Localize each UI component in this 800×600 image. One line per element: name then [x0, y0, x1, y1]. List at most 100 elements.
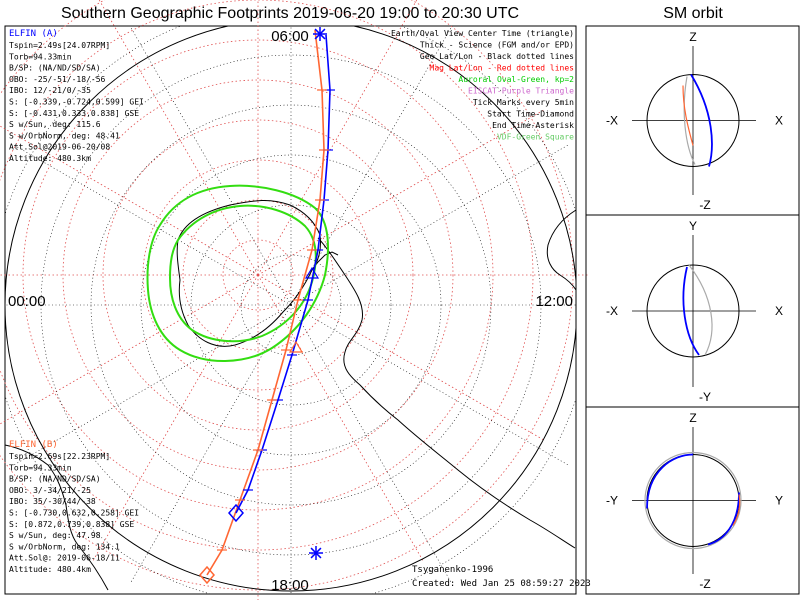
geo-lon-line — [290, 144, 569, 306]
mag-lon-line — [257, 109, 544, 276]
axis-label-right: X — [775, 304, 783, 318]
axis-label-left: -X — [606, 114, 618, 128]
axis-label-left: -X — [606, 304, 618, 318]
axis-label-right: X — [775, 114, 783, 128]
elfin-b-view-triangle — [288, 340, 304, 353]
auroral-oval-inner — [168, 204, 317, 343]
legend-entry: End Time-Asterisk — [492, 121, 574, 130]
mag-lat-circle — [222, 239, 294, 311]
spacecraft-info-line: Altitude: 480.3km — [9, 154, 91, 163]
mag-lat-circle — [182, 199, 334, 351]
africa-coastline — [4, 444, 109, 591]
legend-entry: Thick - Science (FGM and/or EPD) — [420, 41, 574, 50]
orbit-title: SM orbit — [663, 5, 723, 22]
legend-entry: VDF-Green Square — [497, 133, 574, 142]
spacecraft-info-line: Torb=94.33min — [9, 52, 72, 61]
elfin-b-info: ELFIN (B) Tspin=2.69s[22.23RPM] Torb=94.33… — [9, 440, 139, 574]
sm-orbit-panel: Z -Z -X X — [585, 25, 800, 216]
geo-lon-line — [13, 144, 292, 306]
spacecraft-info-line: B/SP: (NA/ND/SD/SA) — [9, 475, 101, 484]
australia-coastline — [546, 209, 577, 291]
spacecraft-info-line: Altitude: 480.4km — [9, 565, 91, 574]
spacecraft-info-line: IBO: 12/-21/0/-35 — [9, 86, 91, 95]
mag-lon-line — [257, 274, 544, 441]
created-label: Created: Wed Jan 25 08:59:27 2023 — [412, 579, 591, 589]
elfin-a-end-asterisk — [309, 546, 323, 560]
spacecraft-info-line: Tspin=2.69s[22.23RPM] — [9, 452, 110, 461]
axis-label-top: Y — [689, 219, 697, 233]
axis-label-bottom: -Z — [699, 577, 710, 591]
map-label-top: 06:00 — [271, 28, 309, 45]
horizon-circle — [5, 26, 576, 592]
elfin-a-info: ELFIN (A) Tspin=2.49s[24.07RPM] Torb=94.33… — [9, 29, 144, 163]
geo-lon-line — [13, 304, 292, 466]
spacecraft-info-line: S w/OrbNorm, deg: 48.41 — [9, 131, 120, 140]
polar-map: 06:00 00:00 12:00 18:00 — [0, 0, 588, 600]
mag-lat-circle — [0, 0, 574, 591]
geo-lon-line — [290, 304, 569, 466]
spacecraft-title: ELFIN (A) — [9, 29, 58, 39]
legend-entry: Earth/Oval View Center Time (triangle) — [391, 29, 574, 38]
legend-entry: Tick Marks every 5min — [473, 98, 574, 107]
mag-lon-line — [98, 0, 259, 276]
sm-orbit-panel: Z -Z -Y Y — [585, 406, 800, 595]
map-label-right: 12:00 — [535, 293, 573, 310]
spacecraft-info-line: Att.Sol@2019-06-20/08 — [9, 143, 110, 152]
legend-entry: Geo Lat/Lon - Black dotted lines — [420, 52, 574, 61]
mag-lon-line — [257, 274, 424, 561]
geo-lon-line — [130, 27, 292, 306]
mag-lat-circle — [102, 119, 414, 431]
sm-orbit-panel: Y -Y -X X — [585, 214, 800, 408]
footprint-tracks — [199, 27, 335, 585]
axis-label-left: -Y — [606, 494, 618, 508]
spacecraft-info-line: Att.Sol@: 2019-06-18/11 — [9, 554, 120, 563]
legend-entry: Auroral Oval-Green, kp=2 — [458, 75, 574, 84]
spacecraft-info-line: S: [-0.339,-0.724,0.599] GEI — [9, 98, 144, 107]
spacecraft-info-line: S w/Sun, deg: 47.98 — [9, 531, 101, 540]
mag-lon-line — [0, 274, 259, 425]
spacecraft-info-line: OBO: 3/-34/21/-25 — [9, 486, 91, 495]
axis-label-top: Z — [689, 30, 696, 44]
mag-lat-circle — [22, 39, 494, 511]
spacecraft-info-line: S w/Sun, deg: 115.6 — [9, 120, 101, 129]
spacecraft-info-line: Tspin=2.49s[24.07RPM] — [9, 41, 110, 50]
legend-entry: Mag Lat/Lon - Red dotted lines — [430, 64, 575, 73]
mag-lat-circle — [142, 159, 374, 391]
mag-lon-line — [0, 125, 259, 276]
model-label: Tsyganenko-1996 — [412, 565, 493, 575]
elfin-a-view-triangle — [304, 266, 320, 279]
legend: Earth/Oval View Center Time (triangle) Th… — [391, 29, 574, 142]
spacecraft-info-line: S: [0.872,0.739,0.838] GSE — [9, 520, 134, 529]
magnetic-grid — [0, 0, 588, 600]
geo-lat-circle — [40, 54, 542, 556]
spacecraft-info-line: IBO: 35/-30/44/-38 — [9, 497, 96, 506]
figure-title: Southern Geographic Footprints 2019-06-2… — [61, 5, 519, 22]
mag-lat-circle — [0, 0, 534, 551]
mag-lon-line — [92, 274, 259, 561]
geo-lat-circle — [190, 204, 392, 406]
spacecraft-info-line: Torb=94.33min — [9, 463, 72, 472]
spacecraft-info-line: OBO: -25/-51/-18/-56 — [9, 75, 106, 84]
geo-lon-line — [130, 304, 292, 583]
spacecraft-info-line: B/SP: (NA/ND/SD/SA) — [9, 64, 101, 73]
axis-label-top: Z — [689, 411, 696, 425]
elfin-a-end-asterisk-top — [313, 27, 327, 41]
elfin-b-track — [206, 29, 325, 576]
map-label-bottom: 18:00 — [271, 577, 309, 594]
sm-orbit-panels: Z -Z -X X Y -Y -X X Z -Z -Y Y — [585, 25, 800, 595]
mag-lon-line — [257, 0, 418, 276]
mag-lat-circle — [62, 79, 454, 471]
elfin-a-start-diamond — [228, 503, 244, 523]
spacecraft-info-line: S: [-0.431,0.333,0.838] GSE — [9, 109, 139, 118]
axis-label-bottom: -Y — [699, 390, 711, 404]
legend-entry: EISCAT-Purple Triangle — [468, 87, 574, 96]
geographic-grid — [5, 26, 576, 594]
elfin-b-start-diamond — [199, 565, 215, 585]
spacecraft-info-line: S: [-0.730,0.632,0.258] GEI — [9, 509, 139, 518]
geo-lat-circle — [140, 154, 442, 456]
spacecraft-title: ELFIN (B) — [9, 440, 58, 450]
axis-label-right: Y — [775, 494, 783, 508]
axis-label-bottom: -Z — [699, 198, 710, 212]
spacecraft-info-line: S w/OrbNorm, deg: 134.1 — [9, 542, 120, 551]
